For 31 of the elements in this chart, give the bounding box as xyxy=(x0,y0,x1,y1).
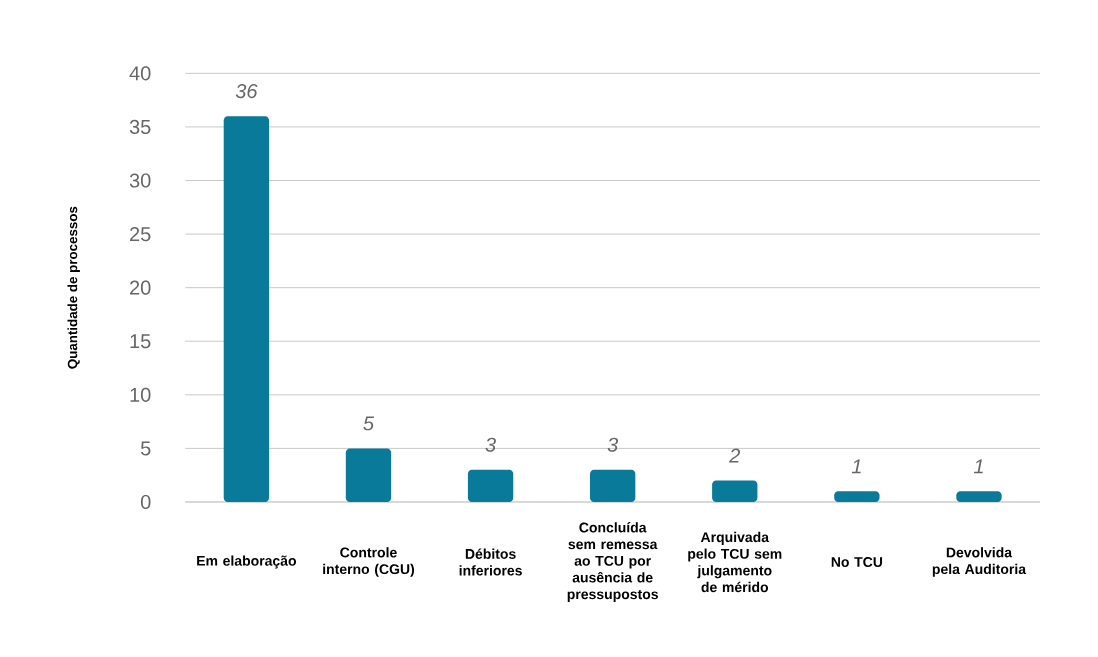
x-tick-label: Arquivada pelo TCU sem julgamento de mérido xyxy=(688,531,782,593)
y-tick-label: 5 xyxy=(140,441,151,456)
x-tick-label: Em elaboração xyxy=(197,555,297,569)
y-tick-label: 10 xyxy=(130,387,151,402)
bar xyxy=(467,469,514,502)
x-tick-label: Débitos inferiores xyxy=(459,548,522,576)
x-tick-label: No TCU xyxy=(831,557,883,567)
data-label: 36 xyxy=(235,83,258,99)
data-label: 1 xyxy=(973,459,983,474)
data-label: 3 xyxy=(485,437,496,452)
y-tick-label: 0 xyxy=(140,494,151,510)
y-tick-label: 20 xyxy=(130,280,151,295)
y-tick-label: 30 xyxy=(129,173,151,188)
bar xyxy=(223,116,270,502)
y-axis-title: Quantidade de processos xyxy=(67,206,80,369)
bar xyxy=(956,491,1002,502)
y-tick-label: 40 xyxy=(129,66,151,81)
data-label: 5 xyxy=(363,416,375,431)
bar xyxy=(345,448,392,502)
data-label: 1 xyxy=(851,459,861,474)
bar xyxy=(712,480,758,502)
x-tick-label: Controle interno (CGU) xyxy=(323,547,415,577)
y-tick-label: 15 xyxy=(130,334,151,349)
data-label: 2 xyxy=(729,448,741,463)
x-tick-label: Concluída sem remessa ao TCU por ausência de pressupostos xyxy=(567,522,658,602)
bar xyxy=(834,491,880,502)
bar xyxy=(590,469,636,502)
data-label: 3 xyxy=(607,437,619,452)
x-tick-label: Devolvida pela Auditoria xyxy=(932,547,1027,577)
y-tick-label: 35 xyxy=(129,119,151,134)
y-tick-label: 25 xyxy=(130,227,151,242)
